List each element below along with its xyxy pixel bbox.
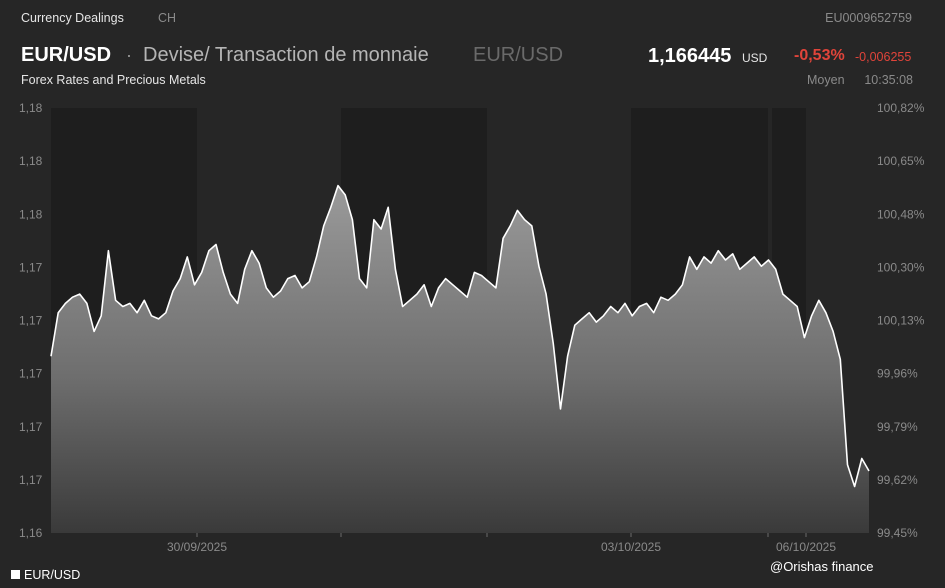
change-percent: -0,53% xyxy=(794,47,845,64)
watermark: @Orishas finance xyxy=(770,559,874,574)
y-tick-left-4: 1,17 xyxy=(19,260,43,274)
isin-code: EU0009652759 xyxy=(825,11,912,25)
quote-time: 10:35:08 xyxy=(864,73,913,87)
last-price: 1,166445 xyxy=(648,45,732,67)
y-tick-right-4: 100,30% xyxy=(877,260,925,274)
y-tick-right-6: 99,96% xyxy=(877,367,918,381)
price-line[interactable] xyxy=(50,184,870,488)
symbol-title: EUR/USD xyxy=(21,44,112,66)
y-tick-left-1: 1,18 xyxy=(19,101,43,115)
x-tick-label-3: 06/10/2025 xyxy=(776,540,836,554)
change-absolute: -0,006255 xyxy=(855,50,912,64)
y-tick-left-2: 1,18 xyxy=(19,154,43,168)
y-tick-right-9: 99,45% xyxy=(877,526,918,540)
y-tick-right-5: 100,13% xyxy=(877,314,925,328)
x-tick-label-2: 03/10/2025 xyxy=(601,540,661,554)
y-tick-left-5: 1,17 xyxy=(19,314,43,328)
x-tick-label-1: 30/09/2025 xyxy=(167,540,227,554)
legend-label[interactable]: EUR/USD xyxy=(24,568,81,582)
title-separator: · xyxy=(126,45,132,65)
y-tick-left-6: 1,17 xyxy=(19,367,43,381)
y-tick-left-3: 1,18 xyxy=(19,207,43,221)
legend-swatch xyxy=(11,570,20,579)
y-tick-left-9: 1,16 xyxy=(19,526,43,540)
instrument-name: Devise/ Transaction de monnaie xyxy=(143,44,429,66)
price-currency: USD xyxy=(742,51,768,65)
price-type: Moyen xyxy=(807,73,845,87)
y-tick-right-8: 99,62% xyxy=(877,473,918,487)
y-tick-right-7: 99,79% xyxy=(877,420,918,434)
country-code: CH xyxy=(158,11,177,25)
y-tick-right-2: 100,65% xyxy=(877,154,925,168)
y-tick-right-3: 100,48% xyxy=(877,207,925,221)
price-area-fill xyxy=(51,185,869,533)
market-subtitle: Forex Rates and Precious Metals xyxy=(21,73,206,87)
symbol-secondary: EUR/USD xyxy=(473,44,564,66)
y-tick-left-7: 1,17 xyxy=(19,420,43,434)
y-tick-left-8: 1,17 xyxy=(19,473,43,487)
category-label: Currency Dealings xyxy=(21,11,124,25)
y-tick-right-1: 100,82% xyxy=(877,101,925,115)
